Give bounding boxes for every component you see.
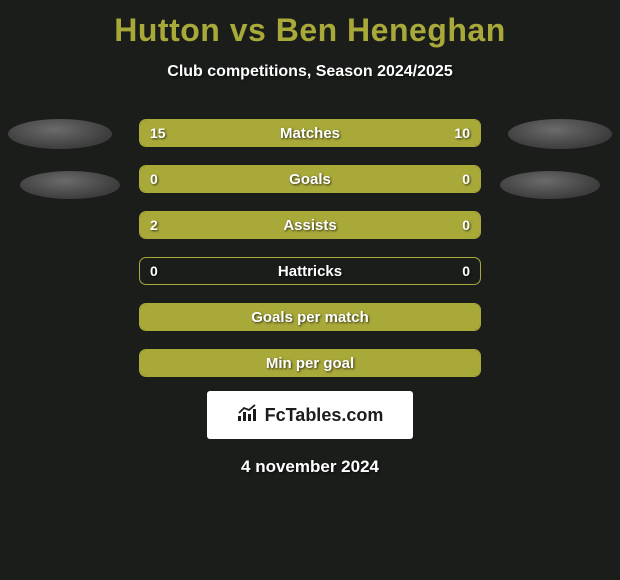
stat-row: 2 0 Assists (139, 211, 481, 239)
branding-badge: FcTables.com (207, 391, 413, 439)
stat-row: 15 10 Matches (139, 119, 481, 147)
stat-label: Min per goal (266, 355, 354, 372)
stat-label: Goals per match (251, 309, 369, 326)
subtitle: Club competitions, Season 2024/2025 (0, 63, 620, 81)
date-label: 4 november 2024 (0, 457, 620, 477)
stat-value-left: 0 (150, 263, 158, 279)
stat-value-right: 0 (462, 263, 470, 279)
stat-value-left: 2 (150, 217, 158, 233)
comparison-chart: 15 10 Matches 0 0 Goals 2 0 Assists 0 0 Hattricks Go… (0, 119, 620, 377)
page-title: Hutton vs Ben Heneghan (0, 0, 620, 49)
player-left-silhouette-head (8, 119, 112, 149)
bars-container: 15 10 Matches 0 0 Goals 2 0 Assists 0 0 Hattricks Go… (139, 119, 481, 377)
stat-row: Min per goal (139, 349, 481, 377)
stat-label: Matches (280, 125, 340, 142)
chart-icon (237, 404, 259, 427)
player-left-silhouette-body (20, 171, 120, 199)
stat-value-right: 10 (454, 125, 470, 141)
player-right-silhouette-head (508, 119, 612, 149)
stat-value-left: 0 (150, 171, 158, 187)
branding-text: FcTables.com (265, 405, 384, 426)
stat-label: Hattricks (278, 263, 342, 280)
stat-value-right: 0 (462, 217, 470, 233)
stat-label: Assists (283, 217, 336, 234)
stat-row: 0 0 Hattricks (139, 257, 481, 285)
stat-label: Goals (289, 171, 331, 188)
stat-row: Goals per match (139, 303, 481, 331)
stat-value-left: 15 (150, 125, 166, 141)
stat-row: 0 0 Goals (139, 165, 481, 193)
bar-fill-left (140, 212, 405, 238)
stat-value-right: 0 (462, 171, 470, 187)
player-right-silhouette-body (500, 171, 600, 199)
